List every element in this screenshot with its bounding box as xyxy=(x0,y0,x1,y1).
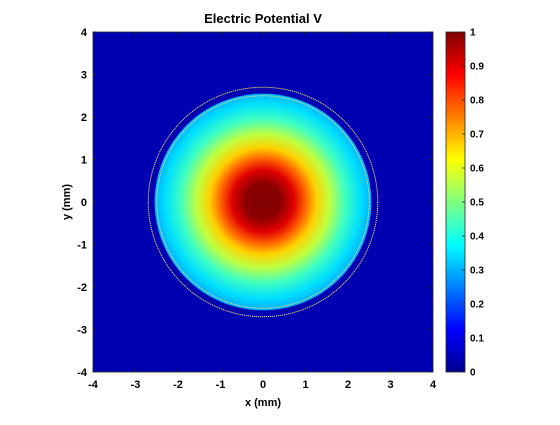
colorbar-tick-label: 0.7 xyxy=(470,130,484,141)
colorbar-tick-label: 0.3 xyxy=(470,266,484,277)
y-tick-label: 1 xyxy=(81,155,87,167)
colorbar: 0 0.1 0.2 0.3 0.4 0.5 0.6 0.7 0.8 0.9 1 xyxy=(445,28,484,379)
x-axis-label: x (mm) xyxy=(245,397,281,409)
x-tick-label: 0 xyxy=(260,379,266,391)
boundary-circle xyxy=(156,95,370,309)
x-tick-label: -3 xyxy=(131,379,141,391)
boundary-circle xyxy=(147,86,379,318)
y-tick-label: 4 xyxy=(81,27,88,39)
y-tick-label: 3 xyxy=(81,70,87,82)
colorbar-tick-label: 0.1 xyxy=(470,334,484,345)
y-tick-label: 2 xyxy=(81,112,87,124)
x-tick-label: 4 xyxy=(430,379,437,391)
x-tick-label: -2 xyxy=(173,379,183,391)
y-axis: -4 -3 -2 -1 0 1 2 3 4 xyxy=(77,27,433,379)
y-tick-label: -3 xyxy=(77,325,87,337)
y-tick-label: -4 xyxy=(77,367,88,379)
colorbar-tick-label: 0.2 xyxy=(470,300,484,311)
potential-field xyxy=(154,93,372,311)
x-tick-label: 2 xyxy=(345,379,351,391)
chart-title: Electric Potential V xyxy=(204,11,322,26)
y-axis-label: y (mm) xyxy=(61,184,73,220)
x-tick-label: 1 xyxy=(302,379,308,391)
colorbar-tick-label: 0.5 xyxy=(470,198,484,209)
x-tick-label: -4 xyxy=(88,379,99,391)
y-tick-label: -2 xyxy=(77,282,87,294)
x-tick-label: -1 xyxy=(216,379,226,391)
colorbar-tick-label: 0 xyxy=(470,368,476,379)
colorbar-ticks: 0 0.1 0.2 0.3 0.4 0.5 0.6 0.7 0.8 0.9 1 xyxy=(462,28,484,379)
y-tick-label: -1 xyxy=(77,240,87,252)
x-axis: -4 -3 -2 -1 0 1 2 3 4 xyxy=(88,32,437,391)
colorbar-tick-label: 1 xyxy=(470,28,476,39)
x-tick-label: 3 xyxy=(387,379,393,391)
colorbar-tick-label: 0.6 xyxy=(470,164,484,175)
y-tick-label: 0 xyxy=(81,197,87,209)
colorbar-tick-label: 0.8 xyxy=(470,96,484,107)
plot-area xyxy=(93,32,433,372)
colorbar-tick-label: 0.4 xyxy=(470,232,484,243)
colorbar-tick-label: 0.9 xyxy=(470,62,484,73)
boundary-circles xyxy=(147,86,379,318)
